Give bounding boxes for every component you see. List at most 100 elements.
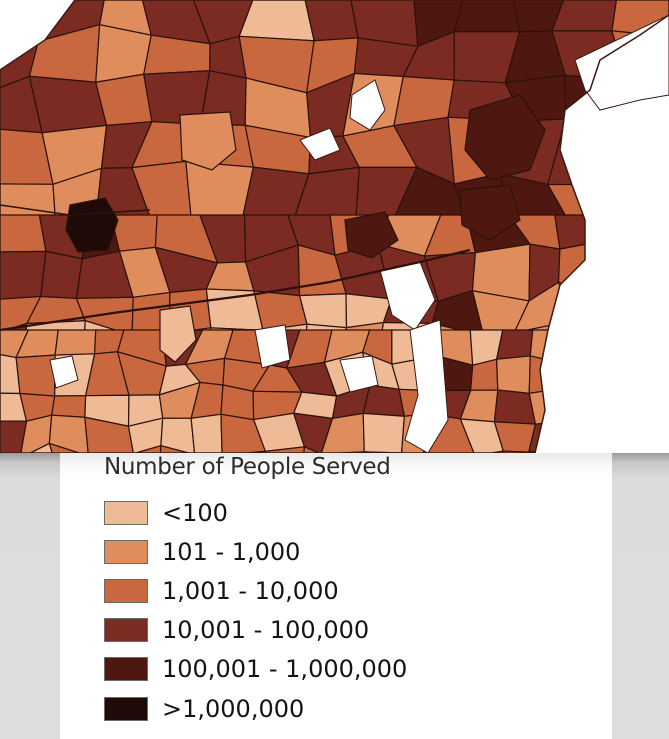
county-polygon — [28, 75, 108, 134]
state-borders — [0, 204, 471, 332]
county-polygon — [592, 214, 649, 246]
legend-label: 1,001 - 10,000 — [162, 577, 339, 605]
legend-label: 10,001 - 100,000 — [162, 616, 370, 644]
county-polygon — [528, 355, 576, 395]
county-polygons — [0, 0, 669, 453]
water-body — [339, 355, 379, 393]
county-polygon — [637, 320, 669, 368]
county-polygon — [362, 384, 406, 417]
state-border-line — [0, 204, 151, 216]
county-polygon — [84, 416, 135, 453]
legend-item-gt-1000000: >1,000,000 — [104, 696, 304, 722]
county-polygon — [636, 295, 669, 328]
county-polygon — [298, 293, 348, 329]
county-polygon — [596, 391, 638, 424]
county-polygon — [94, 73, 153, 127]
legend-item-10001-100000: 10,001 - 100,000 — [104, 617, 369, 643]
county-polygon — [651, 137, 669, 185]
county-polygon — [48, 414, 90, 453]
legend-swatch — [104, 697, 148, 721]
county-polygon — [527, 419, 575, 453]
county-polygon — [238, 0, 315, 42]
legend-item-1001-10000: 1,001 - 10,000 — [104, 578, 339, 604]
county-polygon — [568, 419, 610, 453]
county-polygon — [495, 329, 534, 361]
county-polygon — [572, 359, 607, 393]
county-polygon — [647, 243, 669, 302]
county-polygon — [160, 417, 196, 453]
county-polygon — [600, 320, 642, 368]
county-polygon — [185, 160, 255, 221]
legend-item-100001-1000000: 100,001 - 1,000,000 — [104, 656, 407, 682]
county-polygon — [253, 290, 308, 331]
legend-swatch — [104, 540, 148, 564]
county-polygon — [599, 329, 644, 366]
county-polygon — [120, 444, 162, 453]
water-body — [254, 324, 291, 369]
legend-swatch — [104, 657, 148, 681]
county-polygon — [651, 165, 669, 221]
legend-item-lt-100: <100 — [104, 500, 228, 526]
county-polygon — [453, 0, 521, 33]
county-polygon — [528, 385, 574, 425]
county-polygon — [0, 420, 28, 453]
county-polygon — [495, 450, 531, 453]
county-polygon — [0, 0, 40, 43]
county-polygon — [15, 354, 56, 397]
water-body — [299, 127, 341, 161]
legend-label: <100 — [162, 499, 228, 527]
water-body — [404, 319, 449, 453]
county-polygon — [40, 250, 83, 300]
county-polygon — [635, 329, 669, 366]
county-polygon — [613, 183, 654, 221]
legend-title: Number of People Served — [104, 454, 391, 480]
county-polygon — [643, 214, 669, 249]
county-polygon — [495, 355, 531, 395]
water-body — [574, 14, 669, 111]
county-polygon — [628, 421, 669, 453]
county-polygon — [0, 250, 47, 301]
legend-swatch — [104, 618, 148, 642]
county-polygon — [563, 320, 613, 368]
county-polygon — [600, 295, 657, 339]
legend-label: >1,000,000 — [162, 695, 305, 723]
county-polygon — [220, 384, 255, 421]
county-polygon — [662, 329, 669, 369]
state-border-line — [0, 248, 471, 332]
county-polygon — [292, 412, 334, 453]
legend-label: 100,001 - 1,000,000 — [162, 655, 408, 683]
county-polygon — [190, 413, 223, 453]
metro-county — [464, 94, 546, 181]
county-polygon — [179, 111, 237, 171]
county-polygon — [593, 242, 656, 300]
county-polygon — [362, 412, 406, 453]
choropleth-map — [0, 0, 669, 453]
legend-swatch — [104, 501, 148, 525]
county-polygon — [551, 0, 619, 32]
legend-panel — [60, 453, 612, 739]
legend-swatch — [104, 579, 148, 603]
county-polygon — [159, 305, 197, 363]
county-polygon — [0, 214, 47, 253]
legend-item-101-1000: 101 - 1,000 — [104, 539, 300, 565]
water-bodies — [49, 14, 669, 453]
county-polygon — [628, 386, 669, 428]
county-polygon — [557, 281, 603, 339]
legend-label: 101 - 1,000 — [162, 538, 301, 566]
county-polygon — [612, 129, 657, 186]
county-polygon — [262, 446, 306, 453]
metro-county — [344, 211, 399, 259]
county-polygon — [300, 445, 338, 453]
metro-county — [459, 184, 521, 241]
water-body — [349, 79, 386, 131]
county-polygon — [592, 421, 640, 453]
county-polygon — [54, 329, 97, 356]
county-polygon — [568, 329, 607, 367]
county-polygon — [554, 214, 612, 250]
county-polygon — [557, 241, 603, 300]
water-body — [49, 355, 79, 389]
county-polygon — [95, 23, 152, 83]
county-polygon — [596, 359, 644, 398]
county-polygon — [158, 444, 196, 453]
map-canvas — [0, 0, 669, 453]
